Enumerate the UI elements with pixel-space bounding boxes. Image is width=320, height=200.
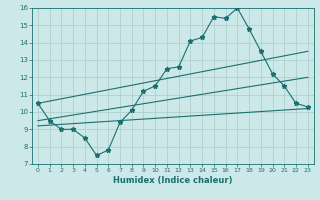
X-axis label: Humidex (Indice chaleur): Humidex (Indice chaleur) xyxy=(113,176,233,185)
